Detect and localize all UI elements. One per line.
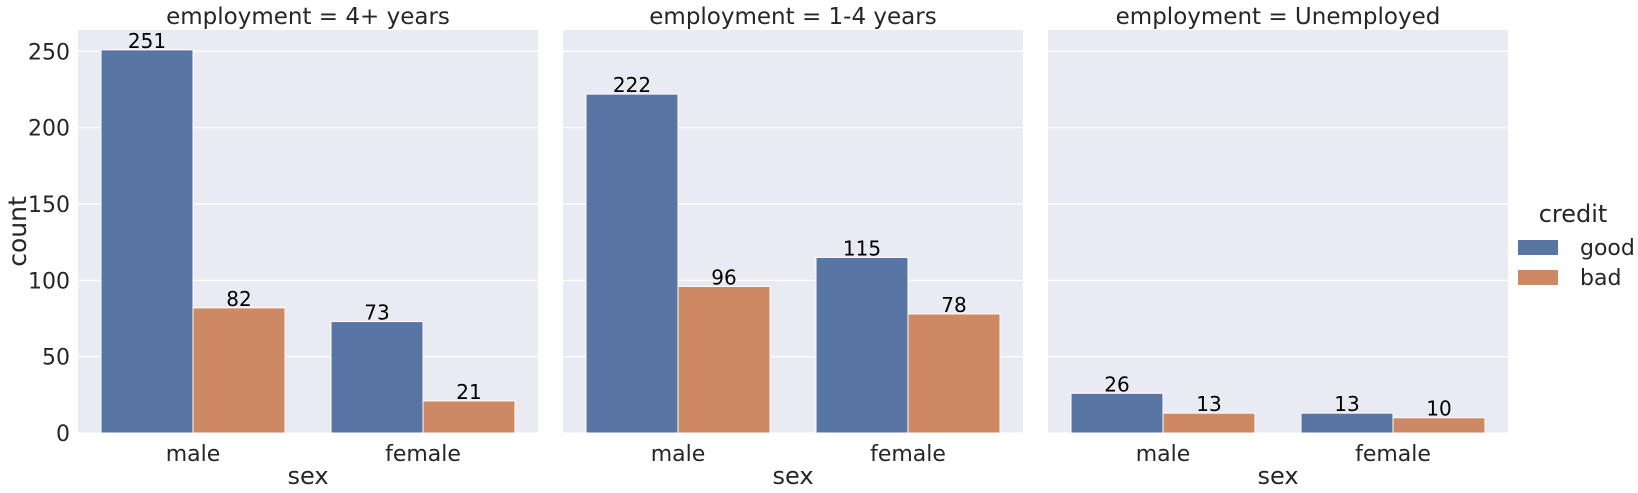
x-tick-label: male [166,442,221,467]
data-label: 82 [226,287,251,311]
legend-swatch-good [1518,240,1558,255]
data-label: 78 [941,293,966,317]
x-tick-label: female [870,442,946,467]
bar-bad [192,307,286,434]
y-tick-label: 150 [28,193,70,218]
facet-title: employment = 1-4 years [649,4,936,30]
data-label: 115 [843,236,881,260]
bar-good [330,321,424,434]
y-tick-label: 50 [42,346,70,371]
bar-good [815,256,909,434]
panel-background [1048,30,1508,433]
bar-good [585,93,679,434]
y-tick-label: 100 [28,269,70,294]
legend-title: credit [1539,200,1608,228]
data-label: 96 [711,265,736,289]
bar-bad [1392,417,1486,434]
data-label: 13 [1334,392,1359,416]
x-tick-label: male [1136,442,1191,467]
legend-label-bad: bad [1580,266,1621,291]
data-label: 222 [613,73,651,97]
data-label: 10 [1426,397,1451,421]
bar-bad [907,313,1001,434]
data-label: 21 [456,380,481,404]
x-tick-label: female [385,442,461,467]
x-tick-label: female [1355,442,1431,467]
data-label: 73 [364,301,389,325]
data-label: 13 [1196,392,1221,416]
legend-swatch-bad [1518,270,1558,285]
bar-bad [1162,412,1256,434]
y-tick-label: 200 [28,117,70,142]
y-tick-label: 0 [56,422,70,447]
facet-title: employment = 4+ years [166,4,450,30]
y-axis-label: count [3,196,32,267]
bar-bad [677,285,771,434]
data-label: 26 [1104,372,1129,396]
x-tick-label: male [651,442,706,467]
y-tick-label: 250 [28,40,70,65]
legend-label-good: good [1580,236,1635,261]
x-axis-label: sex [772,462,813,490]
data-label: 251 [128,29,166,53]
x-axis-label: sex [1257,462,1298,490]
facet-title: employment = Unemployed [1116,4,1441,30]
x-axis-label: sex [287,462,328,490]
bar-good [100,49,194,434]
bar-bad [422,400,516,434]
bar-good [1070,392,1164,434]
